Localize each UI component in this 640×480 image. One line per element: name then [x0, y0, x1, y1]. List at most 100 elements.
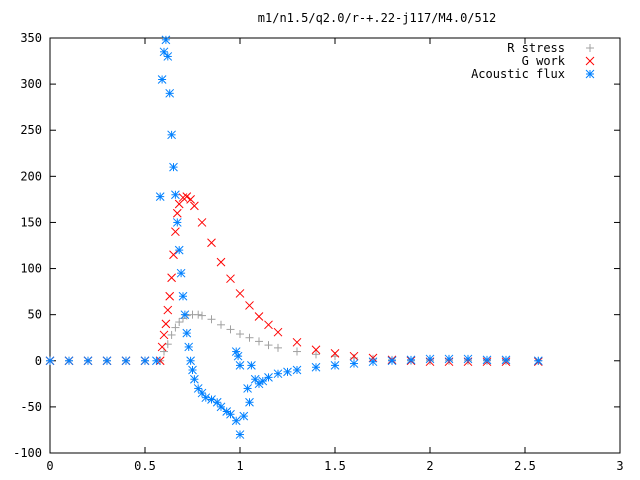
- data-point: [157, 342, 167, 352]
- data-point: [501, 355, 511, 365]
- data-point: [292, 337, 302, 347]
- data-point: [226, 325, 235, 334]
- data-point: [121, 356, 131, 366]
- data-point: [140, 356, 150, 366]
- data-point: [258, 376, 268, 386]
- data-point: [387, 356, 397, 366]
- data-point: [293, 347, 301, 356]
- data-point: [190, 201, 199, 211]
- legend-label: Acoustic flux: [471, 67, 565, 81]
- legend-marker: [585, 69, 595, 79]
- data-point: [163, 305, 173, 315]
- data-point: [193, 384, 203, 393]
- data-point: [167, 330, 176, 339]
- data-point: [182, 192, 192, 201]
- x-tick-label: 3: [616, 459, 623, 473]
- y-tick-label: 150: [20, 215, 42, 229]
- data-point: [235, 430, 245, 439]
- data-point: [171, 227, 180, 237]
- data-point: [330, 349, 340, 358]
- legend-label: G work: [522, 54, 566, 68]
- data-point: [102, 356, 112, 366]
- data-point: [273, 369, 283, 379]
- data-point: [264, 320, 273, 330]
- data-point: [533, 356, 543, 366]
- data-point: [176, 268, 186, 278]
- data-point: [231, 347, 241, 356]
- data-point: [330, 361, 340, 370]
- data-point: [165, 291, 175, 301]
- data-point: [207, 238, 216, 248]
- data-point: [273, 327, 283, 337]
- data-point: [255, 337, 263, 346]
- data-point: [172, 208, 182, 218]
- data-point: [216, 402, 226, 412]
- data-point: [198, 311, 206, 320]
- data-point: [292, 365, 302, 375]
- axes: 0 0.5 1 1.5 2 2.5 3 -100 -50 0 50 100 150 200 250 300 35…: [13, 31, 624, 473]
- data-point: [226, 274, 235, 284]
- data-point: [235, 289, 245, 298]
- data-point: [482, 355, 492, 365]
- data-point: [349, 351, 359, 361]
- data-point: [157, 75, 167, 84]
- data-point: [188, 365, 197, 375]
- data-point: [254, 312, 264, 321]
- y-tick-label: 100: [20, 262, 42, 276]
- data-point: [172, 218, 182, 227]
- y-tick-label: 50: [28, 308, 42, 322]
- data-point: [155, 192, 165, 201]
- legend-marker: [585, 56, 595, 66]
- data-point: [212, 397, 222, 407]
- data-point: [245, 333, 254, 342]
- data-point: [231, 416, 241, 426]
- x-tick-label: 2.5: [514, 459, 536, 473]
- data-point: [186, 356, 195, 366]
- data-point: [247, 361, 256, 370]
- data-point: [165, 88, 175, 98]
- series-layer: [45, 35, 543, 439]
- data-point: [161, 319, 171, 329]
- data-point: [167, 273, 176, 283]
- data-point: [159, 47, 169, 57]
- data-point: [406, 355, 416, 365]
- legend-marker: [586, 44, 594, 52]
- data-point: [349, 359, 359, 368]
- x-tick-label: 1.5: [324, 459, 346, 473]
- data-point: [163, 52, 173, 61]
- data-point: [171, 190, 180, 200]
- data-point: [243, 384, 252, 393]
- data-point: [83, 356, 93, 366]
- data-point: [207, 315, 216, 324]
- data-point: [197, 388, 207, 398]
- data-point: [368, 357, 378, 367]
- data-point: [169, 162, 178, 172]
- data-point: [274, 343, 282, 352]
- data-point: [444, 354, 454, 364]
- y-tick-label: -50: [20, 400, 42, 414]
- data-point: [186, 195, 195, 204]
- legend-label: R stress: [507, 41, 565, 55]
- y-tick-label: 200: [20, 169, 42, 183]
- y-tick-label: -100: [13, 446, 42, 460]
- data-point: [311, 362, 321, 372]
- data-point: [425, 354, 435, 364]
- data-point: [174, 245, 184, 255]
- data-point: [174, 199, 184, 209]
- data-point: [182, 328, 192, 338]
- y-tick-label: 350: [20, 31, 42, 45]
- data-point: [175, 318, 184, 327]
- x-tick-label: 0: [46, 459, 53, 473]
- data-point: [194, 310, 203, 319]
- data-point: [463, 354, 473, 364]
- x-tick-label: 0.5: [134, 459, 156, 473]
- data-point: [233, 351, 243, 361]
- data-point: [171, 323, 180, 332]
- data-point: [159, 330, 169, 340]
- data-point: [190, 374, 199, 384]
- series-g-work: [45, 192, 543, 367]
- data-point: [201, 393, 211, 403]
- data-point: [226, 409, 235, 419]
- data-point: [250, 374, 260, 384]
